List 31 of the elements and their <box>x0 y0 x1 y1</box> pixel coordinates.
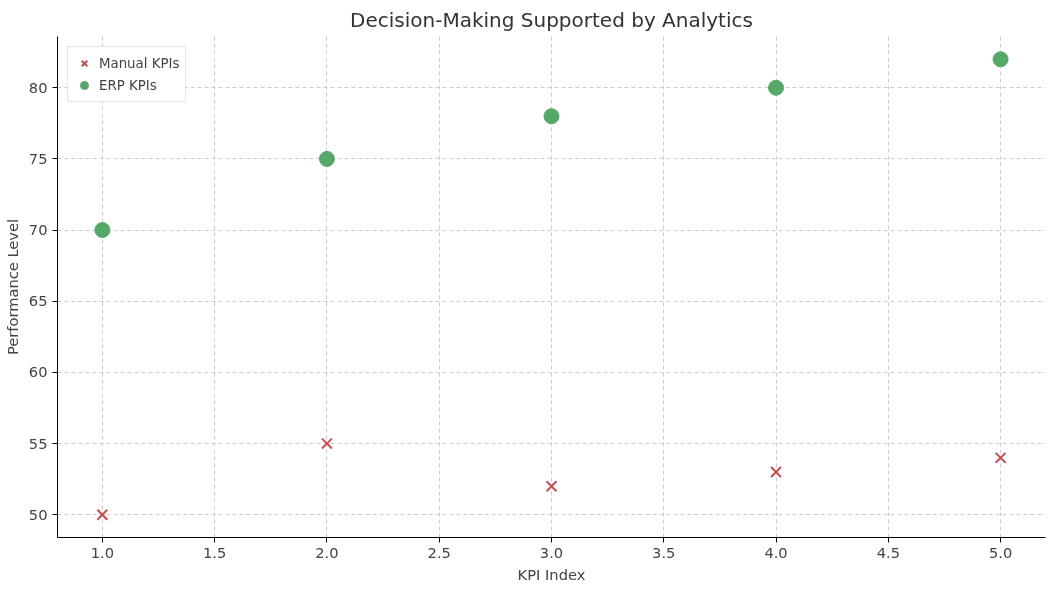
point <box>94 222 111 239</box>
chart-title: Decision-Making Supported by Analytics <box>350 7 753 32</box>
point <box>321 437 333 450</box>
point <box>770 466 782 478</box>
point <box>994 451 1007 464</box>
x-tick-label: 3.5 <box>652 543 676 561</box>
y-axis-title: Performance Level <box>3 218 21 356</box>
y-tick-label: 55 <box>28 434 48 452</box>
point <box>543 108 560 125</box>
x-tick-label: 3.0 <box>539 543 564 561</box>
y-tick-label: 60 <box>28 363 48 381</box>
y-tick-label: 50 <box>28 505 48 523</box>
point <box>768 79 785 96</box>
point <box>318 150 335 167</box>
x-tick-label: 1.0 <box>90 543 115 561</box>
y-tick-label: 75 <box>28 149 48 167</box>
x-tick-label: 5.0 <box>988 543 1013 561</box>
legend-label: Manual KPIs <box>99 55 180 71</box>
point <box>96 508 109 521</box>
legend-label: ERP KPIs <box>99 77 157 93</box>
x-tick-label: 4.0 <box>764 543 788 561</box>
x-axis-title: KPI Index <box>517 565 586 583</box>
x-tick-label: 2.5 <box>427 543 451 561</box>
x-tick-label: 2.0 <box>315 543 339 561</box>
y-tick-label: 70 <box>28 221 48 239</box>
point <box>545 480 558 493</box>
x-tick-label: 1.5 <box>203 543 227 561</box>
y-tick-label: 65 <box>28 292 48 310</box>
y-tick-label: 80 <box>28 78 48 96</box>
x-tick-label: 4.5 <box>876 543 900 561</box>
point <box>992 51 1009 68</box>
